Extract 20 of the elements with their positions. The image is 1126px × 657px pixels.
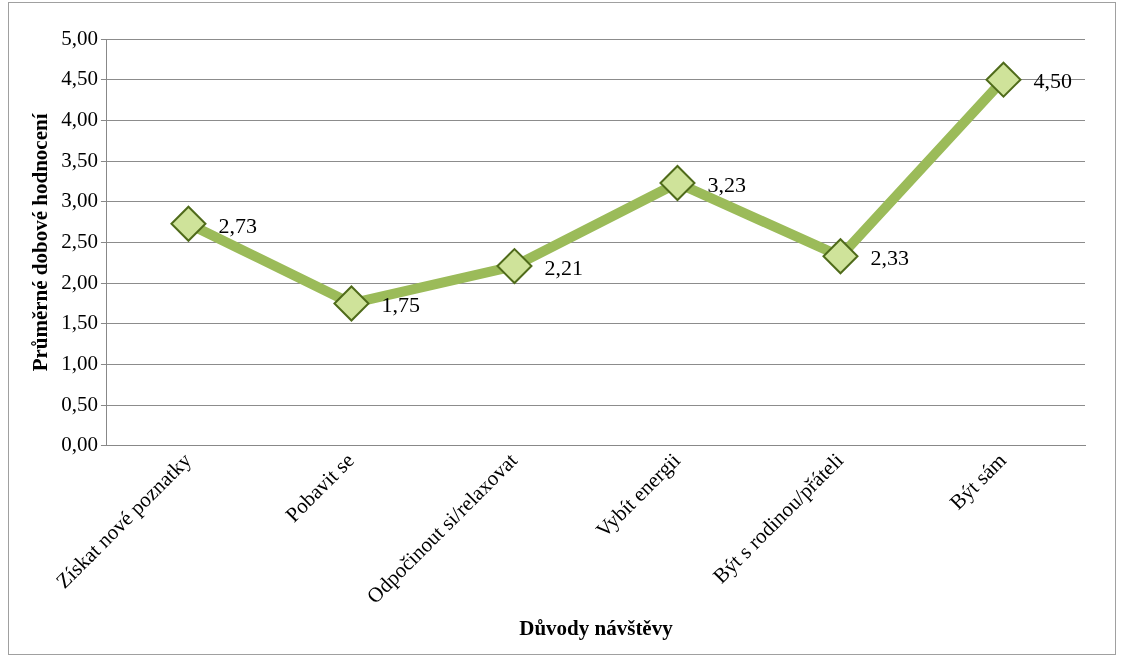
data-label: 1,75 bbox=[381, 292, 420, 318]
data-label: 2,21 bbox=[544, 254, 583, 280]
y-tick-label: 1,50 bbox=[61, 310, 98, 335]
y-tick-label: 2,50 bbox=[61, 228, 98, 253]
x-tick-label: Být sám bbox=[944, 448, 1011, 515]
y-tick-label: 5,00 bbox=[61, 25, 98, 50]
data-label: 4,50 bbox=[1033, 68, 1072, 94]
data-label: 3,23 bbox=[707, 171, 746, 197]
y-tick-label: 0,00 bbox=[61, 432, 98, 457]
y-tick-label: 3,00 bbox=[61, 188, 98, 213]
x-axis-title: Důvody návštěvy bbox=[519, 615, 674, 640]
y-tick-label: 2,00 bbox=[61, 269, 98, 294]
y-tick-label: 0,50 bbox=[61, 391, 98, 416]
y-tick-label: 1,00 bbox=[61, 351, 98, 376]
data-label: 2,73 bbox=[218, 212, 257, 238]
y-axis-title: Průměrné dobové hodnocení bbox=[28, 112, 53, 372]
y-tick-label: 3,50 bbox=[61, 147, 98, 172]
y-tick-label: 4,00 bbox=[61, 106, 98, 131]
data-label: 2,33 bbox=[870, 245, 909, 271]
y-tick-label: 4,50 bbox=[61, 66, 98, 91]
